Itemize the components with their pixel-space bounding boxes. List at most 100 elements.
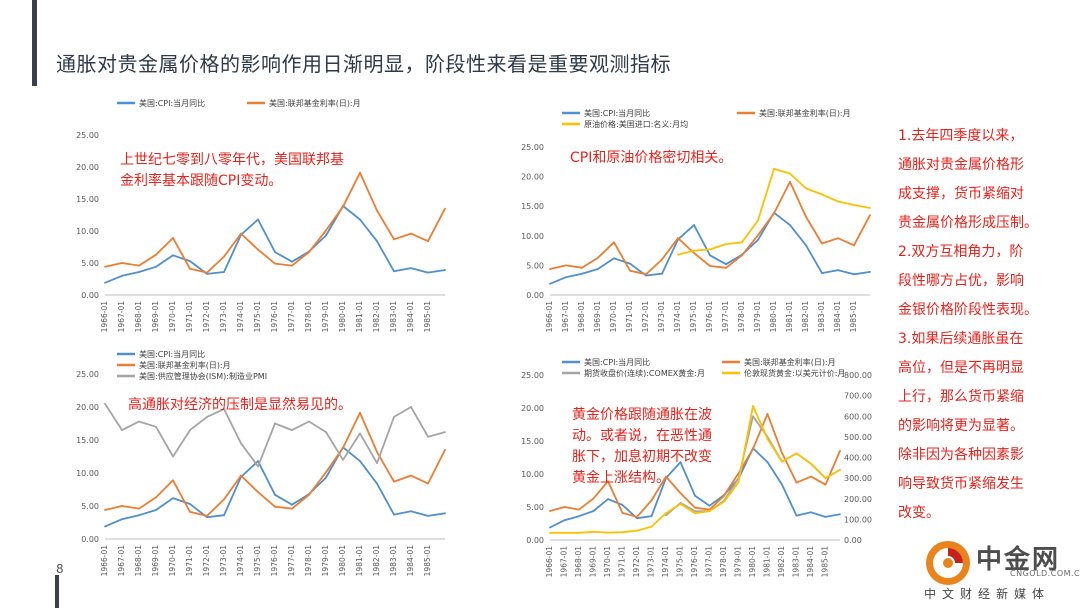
series-point (821, 272, 823, 274)
series-point (138, 514, 140, 517)
x-tick-label: 1984-01 (833, 301, 842, 333)
series-point (257, 460, 259, 462)
x-tick-label: 1966-01 (100, 545, 109, 577)
y-tick-label: 10.00 (76, 227, 99, 236)
x-tick-label: 1968-01 (134, 301, 143, 333)
watermark-subtitle: 中文财经新媒体 (924, 587, 1051, 601)
chart-cpi-fed-rate: 0.00 5.00 10.00 15.00 20.00 25.00 1966-01 1967-… (70, 95, 450, 345)
series-point (694, 510, 696, 512)
series-point (592, 510, 595, 512)
x-tick-label: 1981-01 (355, 301, 364, 333)
side-note-line: 2.双方互相角力，阶 (898, 244, 1024, 260)
x-tick-label: 1978-01 (304, 545, 313, 577)
series-point (138, 420, 140, 423)
series-point (853, 273, 855, 276)
series-point (393, 480, 395, 483)
y-tick-label: 0.00 (526, 536, 544, 545)
y2-tick-label: 0.00 (844, 536, 862, 545)
x-tick-label: 1984-01 (806, 546, 815, 578)
series-point (613, 257, 615, 260)
x-tick-label: 1974-01 (236, 545, 245, 577)
chart-cpi-fed-pmi: 0.00 5.00 10.00 15.00 20.00 25.00 1966-01 1967-… (70, 348, 450, 593)
series-point (824, 516, 827, 518)
legend-label: 期货收盘价(连续):COMEX黄金:月 (584, 368, 705, 378)
series-point (621, 512, 624, 514)
series-point (172, 479, 174, 482)
y-tick-label: 0.00 (526, 291, 544, 300)
series-point (172, 455, 174, 458)
x-tick-label: 1982-01 (801, 301, 810, 333)
series-point (189, 511, 191, 513)
x-tick-label: 1972-01 (632, 546, 641, 578)
series-point (592, 530, 595, 533)
x-tick-label: 1979-01 (321, 545, 330, 577)
series-point (325, 476, 327, 479)
series-point (325, 431, 327, 433)
series-point (565, 276, 567, 279)
series-point (805, 187, 807, 190)
series-point (155, 265, 157, 268)
series-point (869, 214, 871, 216)
x-tick-label: 1971-01 (625, 301, 634, 333)
series-point (810, 511, 812, 514)
bottom-accent-bar (55, 575, 59, 608)
x-tick-label: 1967-01 (117, 301, 126, 333)
series-point (795, 452, 798, 455)
series-point (650, 515, 653, 518)
series-point (597, 268, 599, 270)
y2-tick-label: 500.00 (844, 433, 872, 442)
chart-cpi-fed-gold: 0.00 5.00 10.00 15.00 20.00 25.00 0.00 100.00 20… (515, 348, 885, 593)
series-point (694, 506, 696, 509)
chart2-annotation-line: CPI和原油价格密切相关。 (570, 150, 733, 166)
y-tick-label: 15.00 (76, 436, 99, 445)
series-point (679, 492, 682, 494)
series-point (427, 435, 429, 438)
series-point (821, 242, 823, 245)
series-point (257, 218, 259, 221)
x-tick-label: 1969-01 (151, 545, 160, 577)
x-tick-label: 1973-01 (219, 545, 228, 577)
series-point (789, 181, 791, 183)
series-point (853, 244, 855, 247)
y-tick-label: 25.00 (521, 371, 544, 380)
series-point (410, 510, 412, 513)
series-point (189, 429, 191, 431)
x-tick-label: 1970-01 (609, 301, 618, 333)
series-point (444, 512, 446, 515)
series-point (172, 254, 174, 257)
side-note-line: 的影响将更为显著。 (898, 418, 1024, 434)
y-tick-label: 10.00 (521, 232, 544, 241)
series-point (621, 531, 624, 534)
series-point (725, 263, 727, 266)
x-tick-label: 1968-01 (574, 546, 583, 578)
series-point (155, 425, 157, 428)
series-point (789, 224, 791, 226)
x-tick-label: 1975-01 (253, 545, 262, 577)
series-point (549, 510, 551, 512)
x-tick-label: 1973-01 (647, 546, 656, 578)
series-point (274, 505, 276, 508)
series-point (839, 513, 841, 516)
x-tick-label: 1984-01 (406, 545, 415, 577)
x-tick-label: 1977-01 (705, 546, 714, 578)
series-point (578, 531, 580, 534)
y-tick-label: 10.00 (76, 469, 99, 478)
series-point (824, 477, 827, 479)
x-tick-label: 1981-01 (355, 545, 364, 577)
y2-tick-label: 600.00 (844, 412, 872, 421)
x-tick-label: 1976-01 (705, 301, 714, 333)
x-tick-label: 1975-01 (253, 301, 262, 333)
chart4-annotation-line: 动。或者说，在恶性通 (572, 428, 712, 444)
series-point (138, 264, 140, 267)
series-point (427, 240, 429, 243)
x-tick-label: 1980-01 (338, 301, 347, 333)
x-tick-label: 1976-01 (270, 545, 279, 577)
y-tick-label: 5.00 (81, 502, 99, 511)
x-tick-label: 1975-01 (676, 546, 685, 578)
x-tick-label: 1968-01 (134, 545, 143, 577)
series-point (607, 498, 609, 500)
legend-label: 美国:CPI:当月同比 (139, 349, 205, 359)
y-tick-label: 5.00 (526, 261, 544, 270)
series-point (773, 168, 775, 170)
series-point (155, 253, 157, 256)
